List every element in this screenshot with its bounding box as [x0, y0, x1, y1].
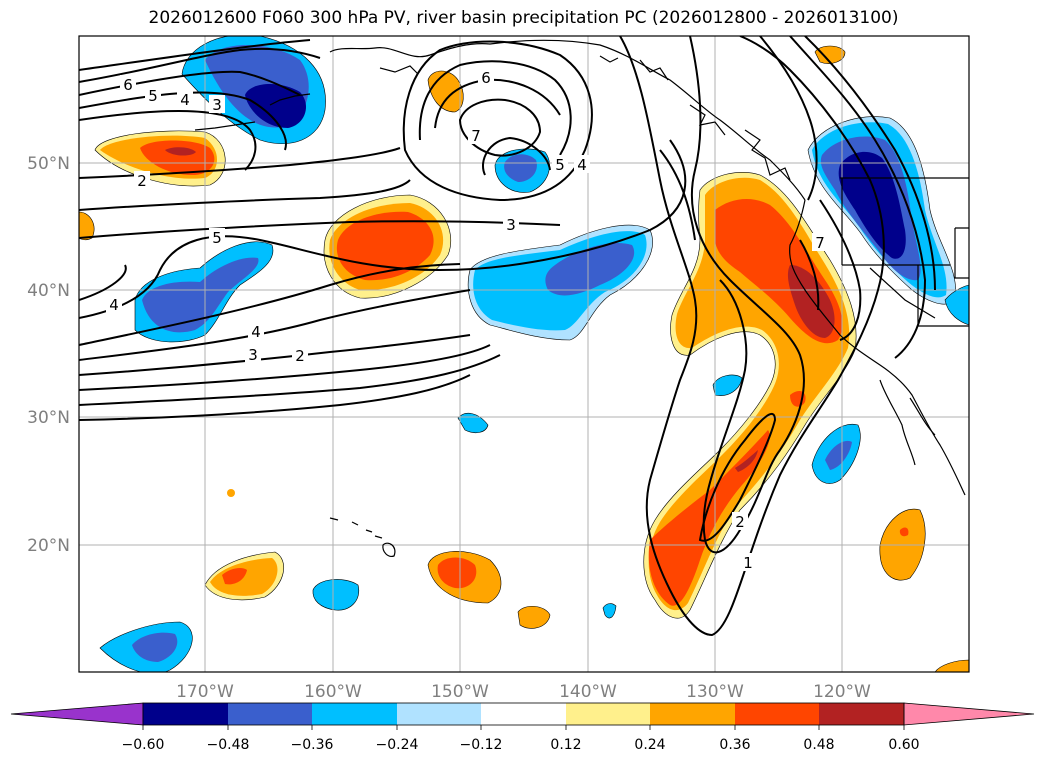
contour-label: 5 [212, 229, 222, 247]
colorbar-tick-label: −0.48 [207, 737, 250, 753]
colorbar-tick-label: −0.12 [460, 737, 503, 753]
colorbar-segment [819, 703, 904, 725]
colorbar-outline [142, 702, 905, 726]
colorbar-segment [650, 703, 735, 725]
colorbar-segment [228, 703, 312, 725]
lon-label: 130°W [686, 682, 744, 702]
lon-label: 170°W [176, 682, 234, 702]
colorbar-tick-label: 0.36 [719, 737, 750, 753]
contour-label: 2 [735, 513, 745, 531]
colorbar-segment [312, 703, 397, 725]
lat-label: 30°N [27, 408, 70, 428]
contour-label: 1 [743, 554, 753, 572]
colorbar: −0.60 −0.48 −0.36 −0.24 −0.12 0.12 0.24 … [10, 702, 1035, 753]
latitude-labels: 50°N 40°N 30°N 20°N [27, 154, 70, 556]
colorbar-tick-label: −0.36 [291, 737, 334, 753]
contour-label: 6 [481, 69, 491, 87]
colorbar-tick-label: 0.48 [803, 737, 834, 753]
contour-labels: 6 5 4 3 2 5 4 3 6 7 5 4 3 4 [106, 68, 828, 572]
contour-label: 2 [137, 172, 147, 190]
contour-label: 3 [506, 216, 516, 234]
colorbar-tick-label: 0.12 [550, 737, 581, 753]
map-title: 2026012600 F060 300 hPa PV, river basin … [148, 8, 899, 28]
lat-label: 50°N [27, 154, 70, 174]
colorbar-extend-low [10, 702, 144, 726]
colorbar-segment [143, 703, 228, 725]
lon-label: 140°W [559, 682, 617, 702]
contour-label: 5 [555, 156, 565, 174]
colorbar-segment [735, 703, 819, 725]
longitude-labels: 170°W 160°W 150°W 140°W 130°W 120°W [176, 682, 871, 702]
lon-label: 120°W [813, 682, 871, 702]
contour-label: 5 [148, 87, 158, 105]
contour-label: 7 [815, 234, 825, 252]
contour-label: 2 [295, 347, 305, 365]
contour-label: 6 [123, 76, 133, 94]
coastlines [194, 39, 969, 496]
colorbar-segment [397, 703, 481, 725]
colorbar-tick-label: −0.24 [376, 737, 419, 753]
contour-label: 4 [251, 323, 261, 341]
hawaii-islands [329, 517, 396, 557]
colorbar-tick-label: 0.24 [634, 737, 665, 753]
colorbar-tick-label: 0.60 [888, 737, 919, 753]
colorbar-extend-high [903, 702, 1035, 726]
map-frame [78, 35, 970, 673]
contour-label: 3 [248, 346, 258, 364]
graticule [79, 36, 969, 672]
lon-label: 160°W [304, 682, 362, 702]
lat-label: 40°N [27, 281, 70, 301]
lat-label: 20°N [27, 536, 70, 556]
contour-label: 4 [577, 156, 587, 174]
contour-label: 4 [109, 296, 119, 314]
contour-label: 3 [212, 96, 222, 114]
pv-contours [79, 36, 936, 637]
colorbar-segment [481, 703, 566, 725]
contour-label: 7 [471, 127, 481, 145]
lon-label: 150°W [431, 682, 489, 702]
contour-label: 4 [180, 91, 190, 109]
colorbar-tick-label: −0.60 [122, 737, 165, 753]
colorbar-segment [566, 703, 650, 725]
